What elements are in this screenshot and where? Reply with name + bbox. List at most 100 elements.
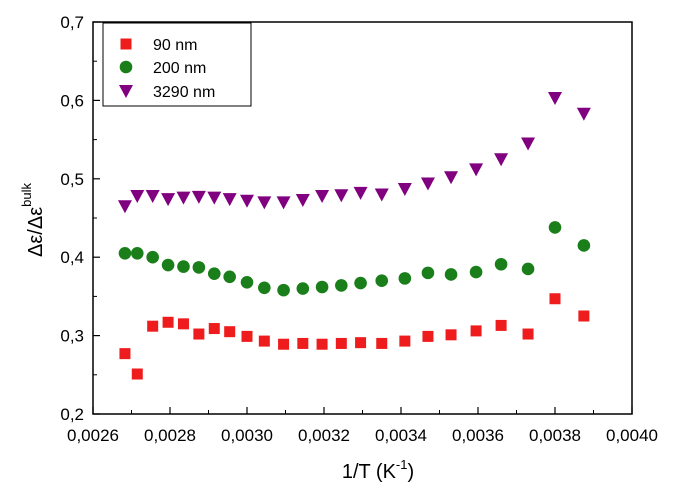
data-point [207,191,222,205]
data-point [258,335,270,347]
data-point [296,282,310,295]
data-point [161,258,175,272]
plot-frame [92,21,633,415]
data-point [578,310,590,322]
y-axis-label-main: Δε/Δε [25,207,47,257]
data-point [375,274,389,288]
y-tick-label: 0,2 [60,405,84,424]
data-point [376,337,388,349]
data-point [335,337,347,349]
data-point [162,316,174,328]
legend-label-3290nm: 3290 nm [153,84,215,101]
data-point [208,323,220,335]
data-point [469,163,484,177]
legend-label-200nm: 200 nm [153,60,206,77]
data-point [119,348,131,360]
data-point [278,338,290,350]
data-point [131,368,143,380]
data-point [576,107,591,121]
x-tick-label: 0,0040 [606,426,658,445]
data-point [397,182,412,196]
data-point [297,337,309,349]
legend-label-90nm: 90 nm [153,37,197,54]
data-point [445,329,457,341]
y-axis-label-sup: bulk [19,183,34,207]
data-point [522,328,534,340]
data-point [494,153,509,167]
data-point [374,188,389,202]
y-tick-label: 0,5 [60,170,84,189]
x-tick-label: 0,0028 [144,426,196,445]
data-point [224,326,236,338]
x-tick-label: 0,0030 [221,426,273,445]
data-point [399,335,411,347]
data-point [118,246,132,260]
x-tick-label: 0,0034 [375,426,427,445]
x-axis-label-main: 1/T (K [342,461,397,483]
data-point [549,293,561,305]
x-tick-label: 0,0038 [529,426,581,445]
data-point [223,270,236,284]
data-point [421,266,435,280]
data-point [548,92,562,106]
data-point [147,320,159,332]
data-point [470,325,482,337]
x-tick-label: 0,0032 [298,426,350,445]
data-point [315,280,329,294]
data-point [355,337,367,349]
tick-labels: 0,0026 0,0028 0,0030 0,0032 0,0034 0,0036 0,00… [60,13,658,445]
data-point [521,137,536,151]
y-tick-label: 0,6 [60,91,84,110]
data-point [146,250,159,264]
x-tick-label: 0,0026 [67,426,119,445]
legend-markers [119,38,133,98]
data-point [353,186,368,200]
data-point [398,272,412,285]
data-point [420,177,435,191]
data-point [335,279,348,292]
data-points [117,92,591,380]
data-point [176,191,191,205]
y-tick-label: 0,7 [60,13,84,32]
data-point [469,265,483,279]
data-point [315,190,330,204]
x-axis-label-sup: -1 [396,457,408,472]
data-point [117,200,132,214]
data-point [161,193,176,207]
data-point [548,221,562,234]
data-point [277,283,290,297]
data-point [130,246,144,260]
data-point [577,239,591,252]
legend-marker [120,38,132,50]
data-point [422,330,434,342]
x-axis-label-end: ) [407,461,414,483]
data-point [177,318,189,330]
data-point [334,189,349,203]
data-point [444,171,459,185]
y-tick-label: 0,4 [60,248,84,267]
data-point [177,260,190,273]
data-point [240,194,254,208]
data-point [207,267,221,280]
data-point [444,268,458,281]
data-point [257,196,272,210]
data-point [316,338,328,350]
data-point [494,257,508,271]
data-point [495,319,507,331]
legend-marker [119,60,133,74]
legend: 90 nm 200 nm 3290 nm [102,22,252,107]
legend-marker [119,85,133,98]
data-point [222,193,237,207]
y-axis-label: Δε/Δεbulk [19,183,47,257]
data-point [354,276,367,290]
data-point [192,261,206,274]
data-point [258,281,271,295]
data-point [521,262,535,276]
data-point [191,190,206,204]
y-tick-label: 0,3 [60,327,84,346]
data-point [240,275,254,289]
data-point [145,190,160,204]
x-tick-label: 0,0036 [452,426,504,445]
data-point [295,193,310,207]
